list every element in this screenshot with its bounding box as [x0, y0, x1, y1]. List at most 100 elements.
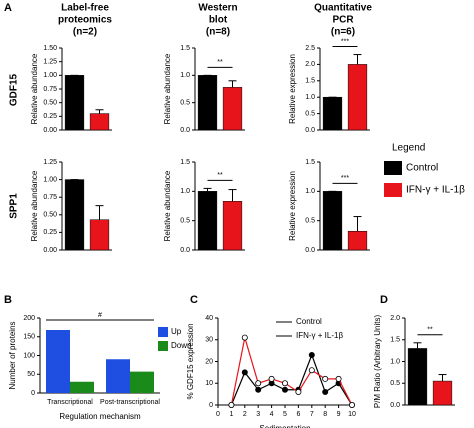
y-tick-label: 30: [205, 337, 213, 344]
legend-swatch: [384, 161, 402, 175]
significance-label: **: [217, 59, 223, 66]
row-label: GDF15: [9, 73, 20, 106]
y-tick-label: 1.00: [43, 72, 57, 79]
bar: [222, 87, 243, 131]
y-tick-label: 1.0: [305, 188, 315, 195]
bar: [322, 191, 343, 251]
y-tick-label: 1.25: [43, 159, 57, 166]
significance-label: ***: [341, 175, 349, 182]
y-axis-label: Relative abundance: [163, 53, 172, 124]
x-tick-label: 5: [283, 411, 287, 418]
row-label: SPP1: [9, 193, 20, 219]
y-tick-label: 0: [31, 390, 35, 397]
bar: [106, 359, 130, 393]
legend-label: Down: [171, 341, 191, 350]
legend-label: IFN-γ + IL-1β: [296, 331, 343, 340]
column-title: Quantitative: [314, 3, 372, 14]
line: [230, 353, 353, 406]
panel-label: D: [380, 294, 388, 306]
x-axis-label: Regulation mechanism: [59, 412, 141, 421]
y-tick-label: 1.0: [305, 94, 315, 101]
point: [241, 369, 248, 376]
column-title: (n=6): [331, 27, 355, 38]
point: [295, 388, 302, 395]
legend-label: Control: [406, 163, 438, 174]
legend-label: Up: [171, 327, 182, 336]
x-tick-label: Transcriptional: [47, 399, 93, 406]
column-title: proteomics: [58, 15, 112, 26]
bar: [64, 75, 85, 131]
y-axis-label: % GDF15 expression: [186, 323, 195, 399]
point: [281, 386, 288, 393]
y-tick-label: 0.00: [43, 127, 57, 134]
y-tick-label: 0.0: [305, 247, 315, 254]
column-title: Label-free: [61, 3, 109, 14]
y-tick-label: 1.5: [305, 159, 315, 166]
x-tick-label: 2: [243, 411, 247, 418]
y-tick-label: 40: [205, 315, 213, 322]
y-tick-label: 1.5: [180, 45, 190, 52]
legend-title: Legend: [392, 143, 425, 154]
y-tick-label: 20: [205, 358, 213, 365]
y-tick-label: 150: [23, 334, 35, 341]
column-title: PCR: [332, 15, 354, 26]
point: [281, 380, 288, 387]
y-tick-label: 0.00: [43, 247, 57, 254]
point: [228, 401, 235, 408]
bar: [64, 179, 85, 251]
y-tick-label: 0.0: [305, 127, 315, 134]
y-tick-label: 1.0: [180, 72, 190, 79]
y-tick-label: 100: [23, 352, 35, 359]
x-tick-label: 3: [256, 411, 260, 418]
y-tick-label: 0.50: [43, 212, 57, 219]
bar: [432, 380, 453, 406]
point: [322, 375, 329, 382]
y-tick-label: 1.5: [180, 159, 190, 166]
x-tick-label: 9: [337, 411, 341, 418]
bar: [347, 230, 368, 251]
y-tick-label: 1.25: [43, 59, 57, 66]
bar: [322, 96, 343, 131]
x-tick-label: 1: [229, 411, 233, 418]
y-tick-label: 1.00: [43, 176, 57, 183]
x-tick-label: 7: [310, 411, 314, 418]
y-tick-label: 0.5: [305, 110, 315, 117]
y-tick-label: 200: [23, 315, 35, 322]
point: [255, 386, 262, 393]
bar: [197, 75, 218, 131]
y-tick-label: 0: [209, 402, 213, 409]
y-axis-label: Number of proteins: [8, 321, 17, 389]
y-axis-label: Relative abundance: [30, 53, 39, 124]
y-tick-label: 0.5: [305, 218, 315, 225]
y-axis-label: P/M Ratio (Arbitrary Units): [373, 314, 382, 408]
x-axis-label: Sedimentation: [259, 424, 310, 428]
y-tick-label: 1.0: [180, 188, 190, 195]
column-title: (n=2): [73, 27, 97, 38]
x-tick-label: 6: [296, 411, 300, 418]
x-tick-label: 4: [270, 411, 274, 418]
bar: [197, 191, 218, 251]
y-tick-label: 0.0: [390, 402, 400, 409]
legend-label: IFN-γ + IL-1β: [406, 185, 465, 196]
significance-label: #: [98, 312, 102, 319]
point: [322, 388, 329, 395]
bar: [70, 381, 94, 393]
legend-swatch: [158, 341, 168, 351]
y-tick-label: 0.75: [43, 194, 57, 201]
x-tick-label: Post-transcriptional: [100, 399, 160, 406]
legend-swatch: [384, 183, 402, 197]
point: [268, 375, 275, 382]
point: [255, 380, 262, 387]
y-axis-label: Relative expression: [288, 171, 297, 241]
panel-label: C: [190, 294, 198, 306]
line: [230, 337, 353, 406]
x-tick-label: 0: [216, 411, 220, 418]
column-title: (n=8): [206, 27, 230, 38]
y-tick-label: 0.25: [43, 113, 57, 120]
y-axis-label: Relative abundance: [163, 170, 172, 241]
point: [308, 351, 315, 358]
y-axis-label: Relative expression: [288, 54, 297, 124]
significance-label: **: [427, 327, 433, 334]
significance-label: ***: [341, 38, 349, 45]
y-axis-label: Relative abundance: [30, 170, 39, 241]
